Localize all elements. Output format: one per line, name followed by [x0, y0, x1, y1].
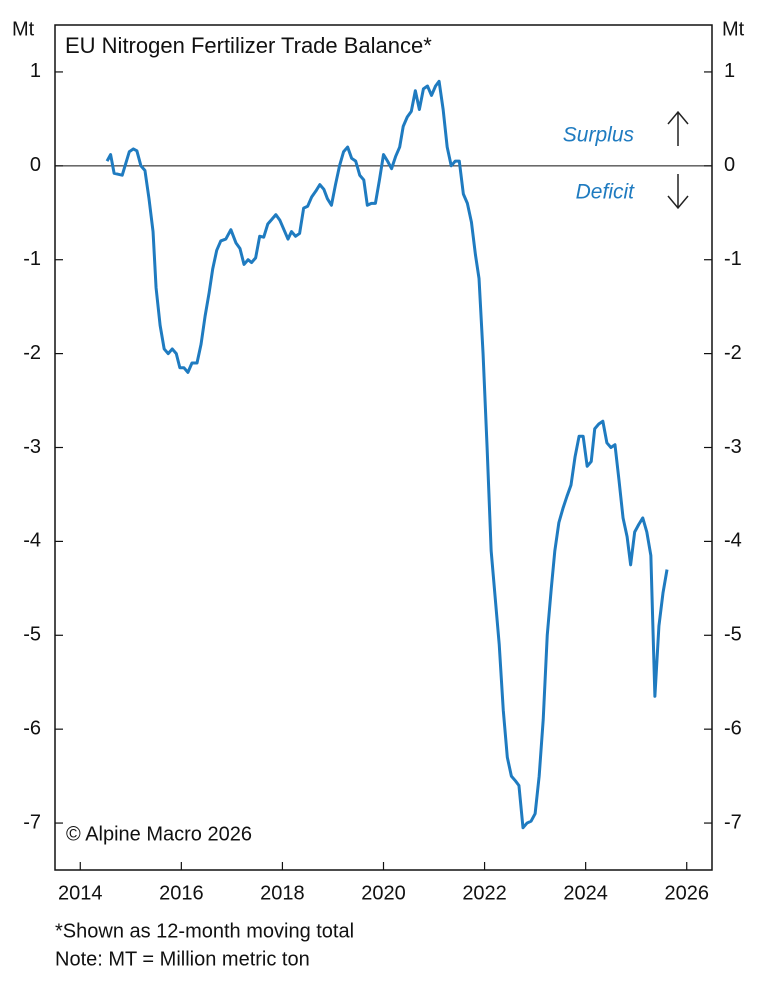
x-tick-label: 2018 [260, 882, 305, 904]
y2-tick-label: -3 [724, 436, 742, 458]
arrows [667, 110, 689, 210]
y2-tick-label: -5 [724, 624, 742, 646]
source: © Alpine Macro 2026 [66, 823, 252, 845]
y-tick-label: 1 [30, 60, 41, 82]
y-tick-label: -4 [23, 530, 41, 552]
footnote: Note: MT = Million metric ton [55, 948, 310, 970]
x-tick-label: 2014 [58, 882, 103, 904]
y2-tick-label: -2 [724, 342, 742, 364]
y2-tick-label: -4 [724, 530, 742, 552]
footnote: *Shown as 12-month moving total [55, 920, 354, 942]
y-axis-label: Mt [12, 18, 35, 40]
y-tick-label: 0 [30, 154, 41, 176]
y2-tick-label: -7 [724, 811, 742, 833]
y-tick-label: -3 [23, 436, 41, 458]
y2-tick-label: 1 [724, 60, 735, 82]
data-line [105, 79, 669, 830]
x-tick-label: 2022 [462, 882, 507, 904]
y-tick-label: -5 [23, 624, 41, 646]
x-tick-label: 2026 [664, 882, 709, 904]
annotation: Deficit [576, 181, 636, 204]
y2-axis-label: Mt [722, 18, 745, 40]
y-tick-label: -2 [23, 342, 41, 364]
y-tick-label: -6 [23, 717, 41, 739]
y2-tick-label: -1 [724, 248, 742, 270]
x-tick-label: 2024 [563, 882, 608, 904]
chart-title: EU Nitrogen Fertilizer Trade Balance* [65, 33, 432, 58]
x-tick-label: 2020 [361, 882, 406, 904]
annotation: Surplus [563, 124, 635, 147]
y2-tick-label: 0 [724, 154, 735, 176]
y-tick-label: -7 [23, 811, 41, 833]
x-tick-label: 2016 [159, 882, 204, 904]
y2-tick-label: -6 [724, 717, 742, 739]
y-tick-label: -1 [23, 248, 41, 270]
